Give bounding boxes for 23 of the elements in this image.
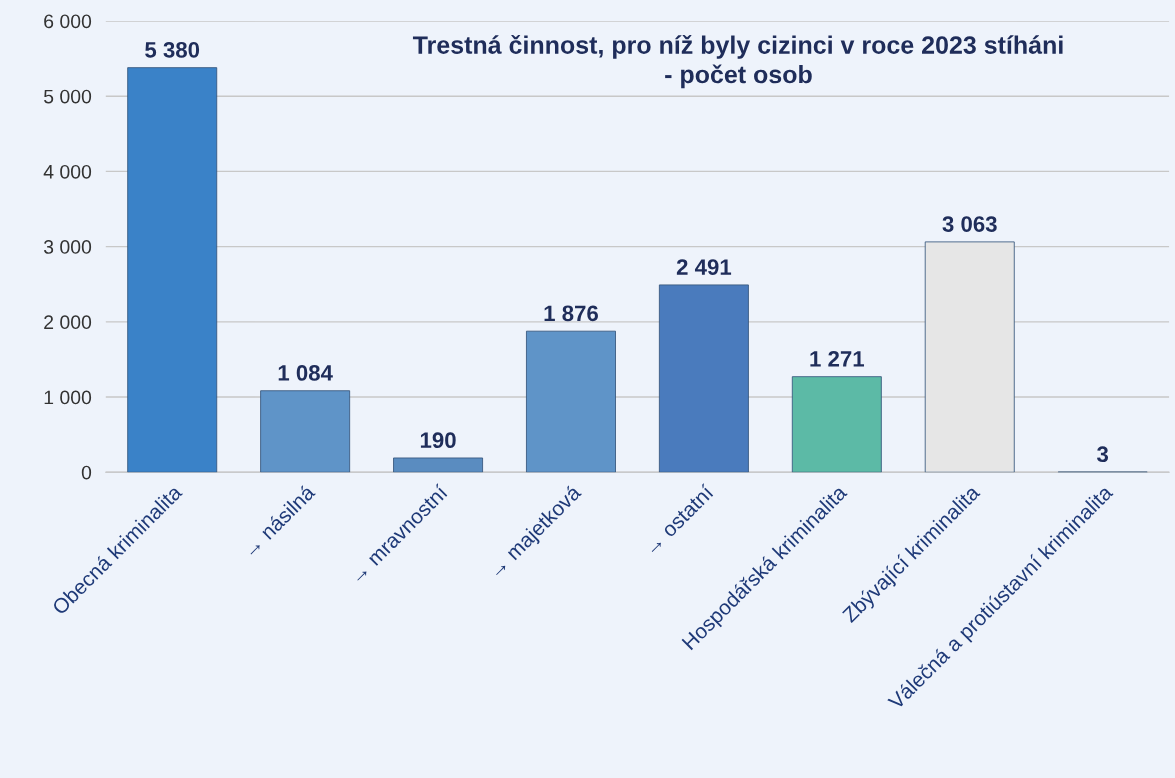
bar	[658, 284, 749, 473]
data-label: 3 063	[942, 216, 997, 232]
bar	[791, 376, 882, 473]
bar	[526, 330, 616, 473]
bar	[127, 67, 218, 473]
y-tick-label: 4 000	[43, 164, 92, 179]
data-label: 5 380	[145, 41, 200, 58]
y-tick-label: 5 000	[43, 89, 92, 104]
bar	[924, 241, 1015, 473]
y-tick-label: 6 000	[44, 14, 92, 29]
bar	[393, 457, 483, 473]
data-label: 1 876	[544, 305, 598, 322]
data-label: 1 271	[810, 350, 865, 367]
y-tick-label: 2 000	[44, 315, 92, 330]
y-tick-label: 3 000	[43, 240, 92, 254]
y-tick-label: 0	[81, 465, 92, 480]
bar	[260, 390, 351, 473]
y-tick-label: 1 000	[44, 390, 92, 405]
data-label: 190	[420, 432, 456, 449]
data-label: 1 084	[278, 365, 333, 381]
data-label: 2 491	[676, 259, 732, 275]
data-label: 3	[1097, 446, 1109, 463]
text: Trestná činnost, pro níž byly cizinci v roce 2023 stíháni - počet osob	[412, 34, 1063, 89]
